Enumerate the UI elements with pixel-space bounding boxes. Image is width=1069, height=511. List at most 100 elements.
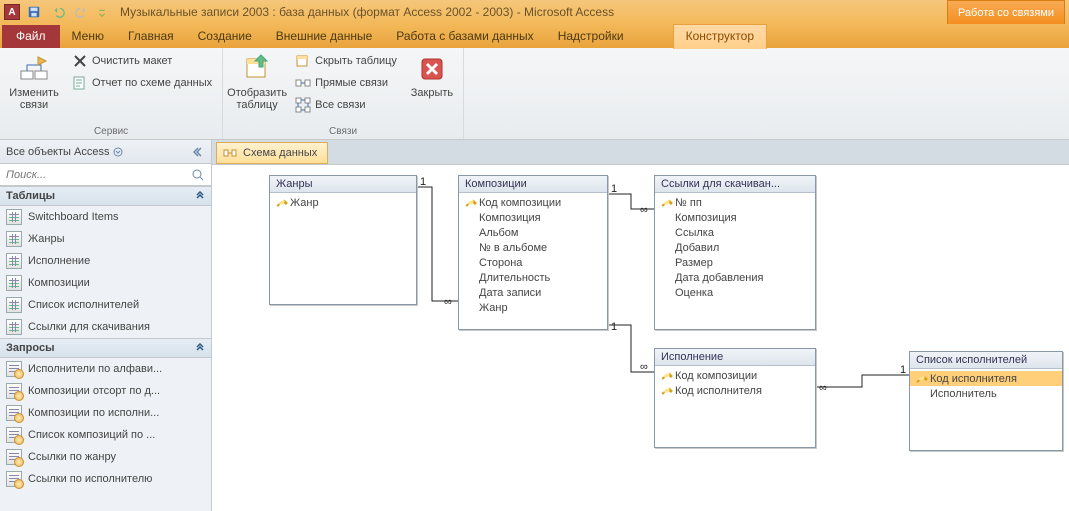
nav-item-table[interactable]: Композиции xyxy=(0,272,211,294)
field-icon xyxy=(465,213,475,223)
nav-collapse-icon[interactable] xyxy=(193,146,205,158)
table-box[interactable]: Жанры Жанр xyxy=(269,175,417,305)
table-box[interactable]: Исполнение Код композицииКод исполнителя xyxy=(654,348,816,448)
hide-table-button[interactable]: Скрыть таблицу xyxy=(291,51,401,71)
table-box-header[interactable]: Список исполнителей xyxy=(910,352,1062,369)
nav-item-query[interactable]: Композиции по исполни... xyxy=(0,402,211,424)
contextual-tab-group-label: Работа со связями xyxy=(958,7,1054,19)
table-box[interactable]: Список исполнителейКод исполнителяИсполн… xyxy=(909,351,1063,451)
close-button[interactable]: Закрыть xyxy=(407,51,457,101)
contextual-tab-group: Работа со связями xyxy=(947,0,1065,24)
all-relationships-label: Все связи xyxy=(315,99,365,111)
table-field[interactable]: Ссылка xyxy=(655,225,815,240)
tab-external-data[interactable]: Внешние данные xyxy=(264,25,385,48)
table-field[interactable]: Размер xyxy=(655,255,815,270)
field-icon xyxy=(661,213,671,223)
nav-item-label: Ссылки по исполнителю xyxy=(28,473,152,485)
table-box[interactable]: Композиции Код композицииКомпозицияАльбом… xyxy=(458,175,608,330)
field-name: Длительность xyxy=(479,272,550,284)
table-field[interactable]: Код композиции xyxy=(459,195,607,210)
field-name: Оценка xyxy=(675,287,713,299)
table-box-body: Код исполнителяИсполнитель xyxy=(910,369,1062,403)
qat-save[interactable] xyxy=(24,2,44,22)
close-label: Закрыть xyxy=(411,87,453,99)
direct-relationships-button[interactable]: Прямые связи xyxy=(291,73,401,93)
table-field[interactable]: Оценка xyxy=(655,285,815,300)
table-field[interactable]: Код исполнителя xyxy=(910,371,1062,386)
tab-addins[interactable]: Надстройки xyxy=(546,25,636,48)
table-field[interactable]: Добавил xyxy=(655,240,815,255)
nav-item-table[interactable]: Ссылки для скачивания xyxy=(0,316,211,338)
hide-table-label: Скрыть таблицу xyxy=(315,55,397,67)
table-field[interactable]: № пп xyxy=(655,195,815,210)
clear-layout-label: Очистить макет xyxy=(92,55,172,67)
table-box-body: № пп КомпозицияСсылкаДобавилРазмерДата до… xyxy=(655,193,815,302)
search-icon[interactable] xyxy=(191,168,211,182)
qat-undo[interactable] xyxy=(48,2,68,22)
nav-group-tables-label: Таблицы xyxy=(6,190,55,202)
tab-home[interactable]: Главная xyxy=(116,25,186,48)
nav-item-query[interactable]: Исполнители по алфави... xyxy=(0,358,211,380)
field-name: Сторона xyxy=(479,257,522,269)
table-field[interactable]: Код композиции xyxy=(655,368,815,383)
tab-create[interactable]: Создание xyxy=(186,25,264,48)
table-box-header[interactable]: Исполнение xyxy=(655,349,815,366)
table-field[interactable]: Дата записи xyxy=(459,285,607,300)
table-field[interactable]: Жанр xyxy=(459,300,607,315)
nav-item-table[interactable]: Жанры xyxy=(0,228,211,250)
qat-redo[interactable] xyxy=(72,2,92,22)
nav-group-tables-header[interactable]: Таблицы xyxy=(0,186,211,206)
nav-item-label: Композиции отсорт по д... xyxy=(28,385,160,397)
table-field[interactable]: Сторона xyxy=(459,255,607,270)
table-field[interactable]: Исполнитель xyxy=(910,386,1062,401)
qat-customize[interactable] xyxy=(96,2,108,22)
table-box-header[interactable]: Композиции xyxy=(459,176,607,193)
tab-menu[interactable]: Меню xyxy=(60,25,116,48)
table-field[interactable]: № в альбоме xyxy=(459,240,607,255)
table-field[interactable]: Композиция xyxy=(459,210,607,225)
svg-text:1: 1 xyxy=(611,183,617,195)
table-box-header[interactable]: Жанры xyxy=(270,176,416,193)
nav-item-query[interactable]: Список композиций по ... xyxy=(0,424,211,446)
show-table-button[interactable]: Отобразить таблицу xyxy=(229,51,285,113)
nav-item-query[interactable]: Ссылки по жанру xyxy=(0,446,211,468)
table-box-header[interactable]: Ссылки для скачиван... xyxy=(655,176,815,193)
query-icon xyxy=(6,361,22,377)
table-icon xyxy=(6,209,22,225)
nav-group-queries-header[interactable]: Запросы xyxy=(0,338,211,358)
all-relationships-button[interactable]: Все связи xyxy=(291,95,401,115)
table-field[interactable]: Альбом xyxy=(459,225,607,240)
table-field[interactable]: Длительность xyxy=(459,270,607,285)
svg-text:∞: ∞ xyxy=(640,361,648,373)
nav-item-query[interactable]: Композиции отсорт по д... xyxy=(0,380,211,402)
edit-relationships-button[interactable]: Изменить связи xyxy=(6,51,62,113)
table-box[interactable]: Ссылки для скачиван... № пп КомпозицияСсыл… xyxy=(654,175,816,330)
tab-database-tools[interactable]: Работа с базами данных xyxy=(384,25,545,48)
tab-file[interactable]: Файл xyxy=(2,25,60,48)
table-box-body: Жанр xyxy=(270,193,416,212)
document-tab[interactable]: Схема данных xyxy=(216,142,328,164)
table-field[interactable]: Дата добавления xyxy=(655,270,815,285)
relationships-canvas[interactable]: 1∞ 1∞ 1∞ ∞1 ЖанрыЖанрКомпозицииКод компо… xyxy=(212,164,1069,511)
collapse-icon xyxy=(195,191,205,201)
clear-layout-button[interactable]: Очистить макет xyxy=(68,51,216,71)
tab-design[interactable]: Конструктор xyxy=(673,24,767,49)
nav-search xyxy=(0,164,211,186)
field-icon xyxy=(661,243,671,253)
table-field[interactable]: Композиция xyxy=(655,210,815,225)
field-name: Композиция xyxy=(675,212,737,224)
svg-text:∞: ∞ xyxy=(640,204,648,216)
query-icon xyxy=(6,427,22,443)
nav-search-input[interactable] xyxy=(0,169,191,181)
table-field[interactable]: Жанр xyxy=(270,195,416,210)
primary-key-icon xyxy=(276,198,286,208)
field-icon xyxy=(465,243,475,253)
nav-item-table[interactable]: Switchboard Items xyxy=(0,206,211,228)
edit-relationships-icon xyxy=(18,53,50,85)
table-field[interactable]: Код исполнителя xyxy=(655,383,815,398)
nav-item-table[interactable]: Исполнение xyxy=(0,250,211,272)
relationship-report-button[interactable]: Отчет по схеме данных xyxy=(68,73,216,93)
nav-pane-header[interactable]: Все объекты Access xyxy=(0,140,211,164)
nav-item-table[interactable]: Список исполнителей xyxy=(0,294,211,316)
nav-item-query[interactable]: Ссылки по исполнителю xyxy=(0,468,211,490)
